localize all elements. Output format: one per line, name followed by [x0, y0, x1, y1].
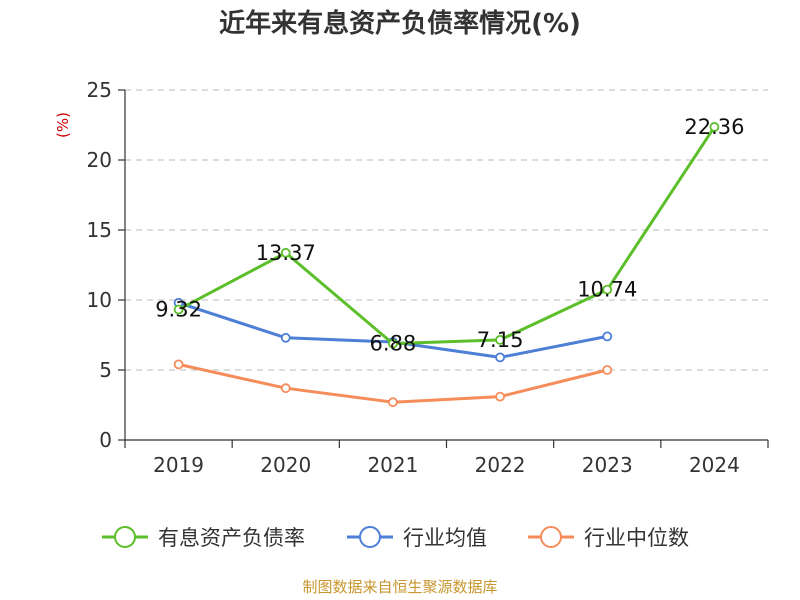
- y-tick-label: 5: [99, 358, 112, 382]
- x-tick-label: 2019: [153, 453, 204, 477]
- data-labels: 9.32 13.37 6.88 7.15 10.74 22.36: [155, 115, 744, 356]
- y-axis-unit: (%): [54, 112, 72, 138]
- source-note: 制图数据来自恒生聚源数据库: [302, 578, 497, 596]
- legend: 有息资产负债率 行业均值 行业中位数: [102, 526, 689, 550]
- legend-label: 行业均值: [403, 526, 487, 550]
- legend-label: 行业中位数: [584, 526, 689, 550]
- data-point: [602, 284, 613, 295]
- x-tick-label: 2020: [260, 453, 311, 477]
- y-tick-label: 10: [87, 288, 112, 312]
- series-lines: [173, 122, 720, 408]
- x-tick-label: 2022: [475, 453, 526, 477]
- chart-title: 近年来有息资产负债率情况(%): [219, 8, 581, 39]
- y-tick-label: 25: [87, 78, 112, 102]
- tick-labels: 0 5 10 15 20 25 2019 2020 2021 2022 2023 2024: [87, 78, 740, 477]
- axes: [118, 89, 769, 448]
- data-point: [280, 247, 291, 258]
- data-point: [709, 122, 720, 132]
- data-point: [602, 331, 613, 342]
- series-line-0: [177, 126, 716, 346]
- data-point: [173, 359, 184, 370]
- y-tick-label: 20: [87, 148, 112, 172]
- data-point: [388, 397, 398, 408]
- legend-marker: [540, 526, 562, 548]
- y-tick-label: 0: [99, 428, 112, 452]
- legend-label: 有息资产负债率: [158, 526, 305, 550]
- data-point: [495, 334, 505, 345]
- data-label: 7.15: [477, 328, 524, 352]
- data-point: [495, 391, 505, 402]
- data-point: [173, 304, 184, 315]
- x-tick-label: 2024: [689, 453, 740, 477]
- data-label: 22.36: [684, 115, 744, 139]
- legend-marker: [114, 526, 136, 548]
- data-label: 13.37: [256, 241, 316, 265]
- data-point: [280, 383, 291, 394]
- x-tick-label: 2023: [582, 453, 633, 477]
- grid-lines: [125, 89, 768, 371]
- x-tick-label: 2021: [367, 453, 418, 477]
- data-label: 6.88: [370, 332, 417, 356]
- y-tick-label: 15: [87, 218, 112, 242]
- data-label: 10.74: [577, 278, 637, 302]
- data-point: [495, 352, 505, 363]
- data-label: 9.32: [155, 298, 202, 322]
- data-point: [602, 365, 613, 375]
- data-point: [280, 332, 291, 343]
- legend-marker: [359, 526, 381, 548]
- data-point: [388, 338, 398, 349]
